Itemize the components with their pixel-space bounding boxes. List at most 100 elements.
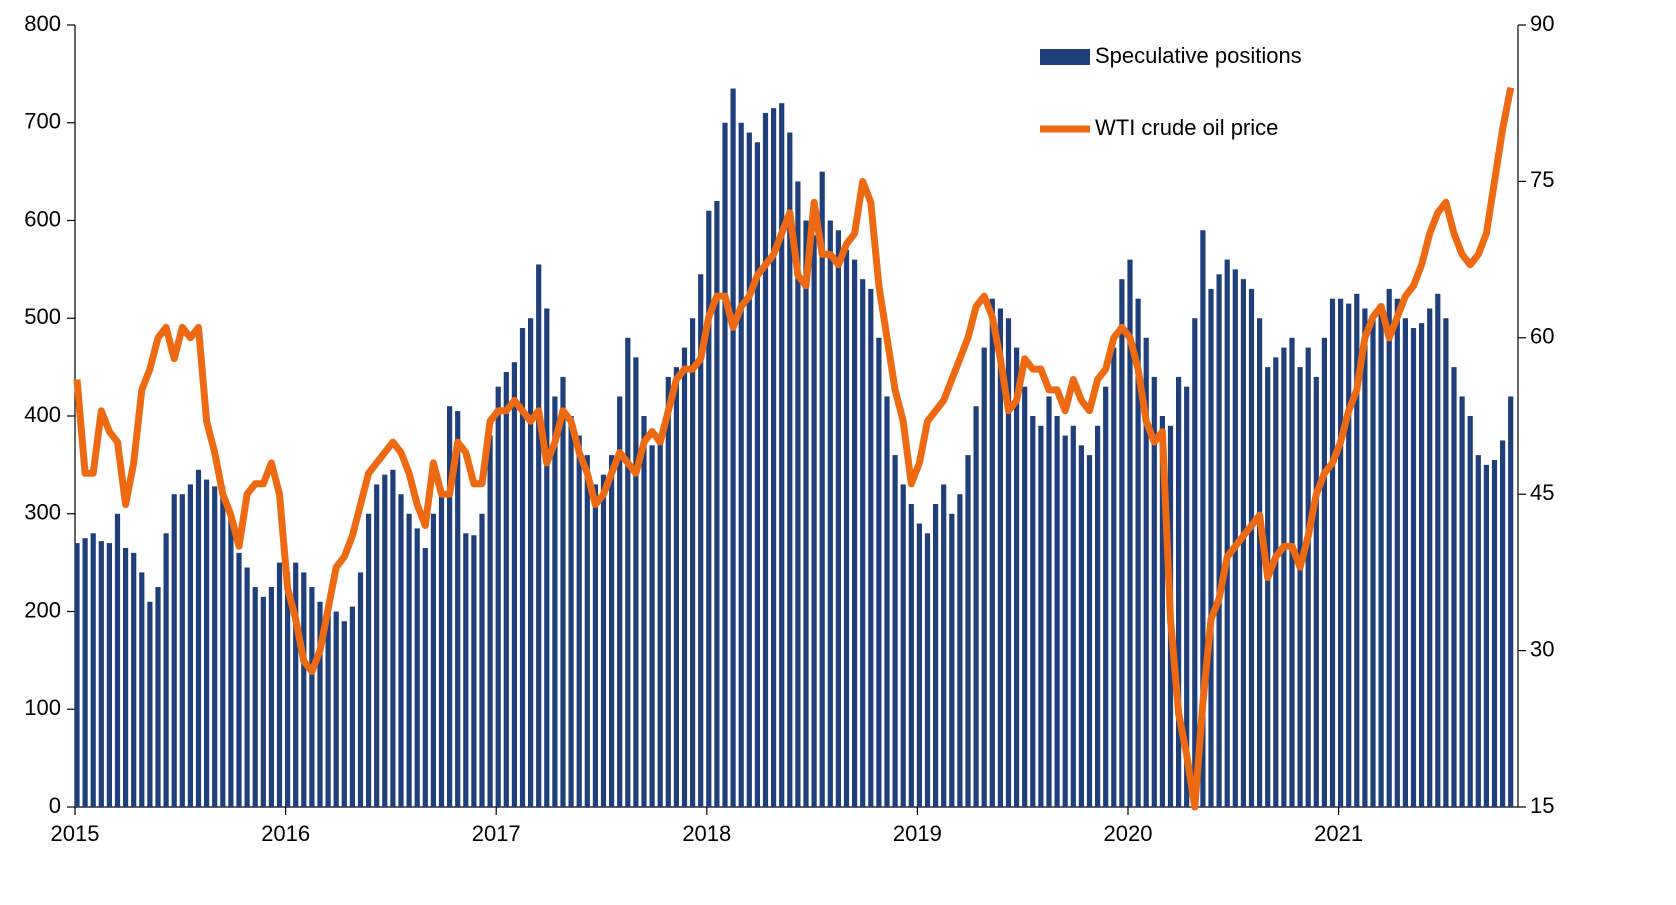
- bar: [1410, 328, 1417, 807]
- x-tick-label: 2018: [682, 821, 731, 846]
- x-tick-label: 2019: [893, 821, 942, 846]
- bar: [1378, 303, 1384, 807]
- legend-label: WTI crude oil price: [1095, 115, 1278, 140]
- bar: [989, 298, 995, 807]
- bar: [179, 494, 185, 807]
- bar: [1281, 347, 1287, 807]
- bar: [584, 455, 590, 807]
- y2-tick-label: 75: [1530, 167, 1554, 192]
- legend-swatch: [1040, 49, 1090, 65]
- bar: [835, 230, 841, 807]
- bar: [1014, 347, 1020, 807]
- bar: [617, 396, 623, 807]
- y-tick-label: 500: [24, 304, 61, 329]
- bar: [1329, 298, 1336, 807]
- bar: [690, 318, 696, 807]
- bar: [430, 513, 436, 807]
- x-tick-label: 2017: [472, 821, 521, 846]
- bar: [997, 308, 1003, 807]
- bar: [447, 406, 453, 807]
- bar: [754, 142, 760, 808]
- bar: [665, 376, 671, 807]
- bar: [382, 474, 388, 807]
- bar: [1435, 293, 1441, 807]
- bar: [487, 435, 493, 807]
- y-tick-label: 200: [24, 597, 61, 622]
- bar: [811, 235, 817, 808]
- bar: [771, 108, 777, 807]
- bar: [1030, 416, 1036, 807]
- x-tick-label: 2015: [51, 821, 100, 846]
- bar: [625, 337, 631, 807]
- bar: [592, 484, 598, 807]
- bar: [309, 587, 315, 807]
- bar: [1070, 425, 1076, 807]
- bar: [1200, 230, 1206, 807]
- bar: [1354, 293, 1360, 807]
- bar: [1111, 347, 1117, 807]
- bar: [1346, 303, 1352, 807]
- bar: [706, 210, 712, 808]
- bar: [479, 513, 485, 807]
- bar: [892, 455, 898, 807]
- bar: [455, 411, 461, 807]
- bar: [471, 535, 477, 807]
- bar: [795, 181, 801, 807]
- bar: [1095, 425, 1101, 807]
- bar: [1459, 396, 1465, 807]
- bar: [714, 200, 720, 807]
- bar: [1386, 288, 1392, 807]
- bar: [1240, 279, 1246, 807]
- bar: [1086, 455, 1093, 807]
- bar: [1500, 440, 1506, 807]
- bar: [1394, 298, 1400, 807]
- bar: [463, 533, 469, 807]
- bar: [1078, 445, 1084, 807]
- bar: [860, 279, 866, 807]
- bar: [1289, 337, 1295, 807]
- bar: [633, 357, 639, 807]
- y-tick-label: 400: [24, 402, 61, 427]
- bar: [1419, 323, 1425, 807]
- bar: [414, 528, 420, 807]
- bar: [827, 220, 833, 807]
- bar: [163, 533, 169, 807]
- bar: [1402, 318, 1408, 807]
- bar: [519, 328, 526, 807]
- bar: [787, 132, 793, 807]
- bar: [1046, 396, 1052, 807]
- bar: [1467, 416, 1473, 807]
- bar: [973, 406, 979, 807]
- bar: [1192, 318, 1198, 807]
- y2-tick-label: 90: [1530, 11, 1554, 36]
- y2-tick-label: 30: [1530, 636, 1554, 661]
- bar: [301, 572, 307, 807]
- bar: [1103, 386, 1109, 807]
- bar: [1362, 308, 1368, 807]
- bar: [933, 503, 939, 807]
- bar: [244, 567, 250, 807]
- bar: [511, 362, 517, 807]
- bar: [114, 513, 121, 807]
- bar: [609, 455, 615, 807]
- bar: [155, 587, 161, 807]
- bar: [1119, 279, 1125, 807]
- bar: [1483, 464, 1489, 807]
- y-tick-label: 300: [24, 500, 61, 525]
- y2-tick-label: 60: [1530, 324, 1554, 349]
- bar: [528, 318, 534, 807]
- bar: [1062, 435, 1068, 807]
- bar: [1143, 337, 1149, 807]
- bar: [390, 469, 396, 807]
- bar: [236, 552, 242, 807]
- legend-label: Speculative positions: [1095, 43, 1302, 68]
- bar: [438, 494, 445, 807]
- y2-tick-label: 45: [1530, 480, 1554, 505]
- bar: [1273, 357, 1279, 807]
- bar: [552, 396, 558, 807]
- bar: [82, 538, 88, 807]
- bar: [293, 562, 299, 807]
- bar: [803, 220, 809, 807]
- x-tick-label: 2016: [261, 821, 310, 846]
- bar: [681, 347, 688, 807]
